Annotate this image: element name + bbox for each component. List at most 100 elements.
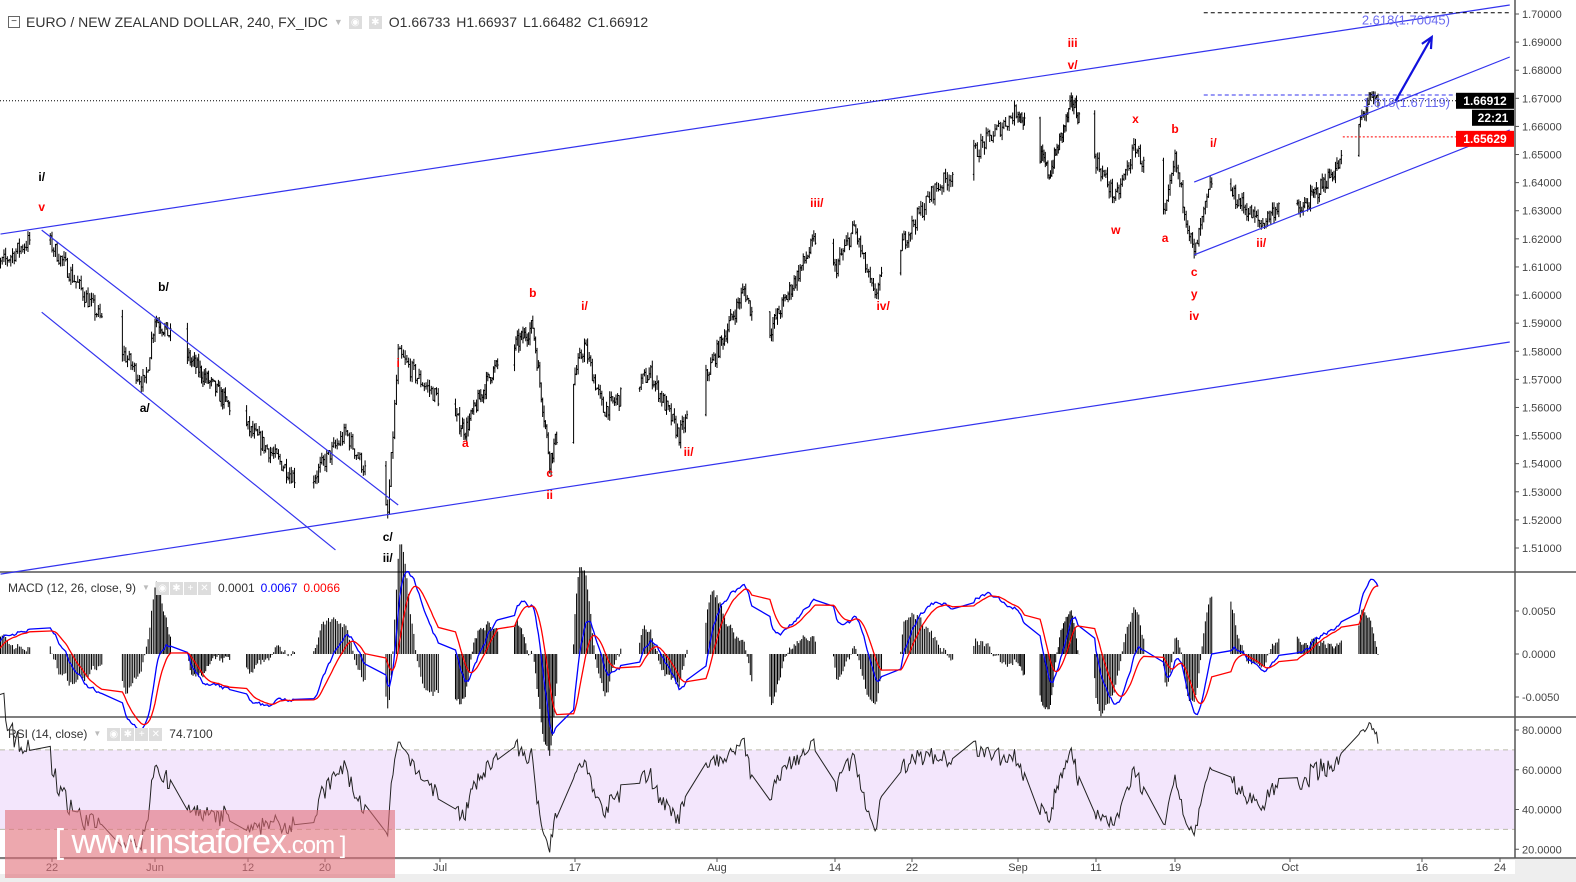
wave-label: x [1132,112,1139,126]
macd-tick-label: -0.0050 [1522,692,1559,704]
ohlc-bar [750,306,753,321]
countdown-tag [1472,109,1514,126]
countdown-tag-text: 22:21 [1478,111,1509,125]
fib-level-label: 2.618(1.70045) [1362,13,1450,28]
wave-label: b/ [158,280,169,294]
wave-label: v/ [1068,58,1079,72]
ohlc-bar [555,431,558,445]
price-tick-label: 1.60000 [1522,290,1562,302]
price-tick-label: 1.53000 [1522,487,1562,499]
eye-icon[interactable]: ◉ [107,728,121,741]
macd-title[interactable]: MACD (12, 26, close, 9) [8,580,137,595]
price-tick-label: 1.64000 [1522,178,1562,190]
wave-label: ii/ [383,551,394,565]
ohlc-open: O1.66733 [388,14,451,30]
rsi-value: 74.7100 [169,726,213,741]
macd-tick-label: 0.0000 [1522,649,1556,661]
price-tick-label: 1.54000 [1522,459,1562,471]
wave-label: b [1171,122,1178,136]
symbol-title[interactable]: EURO / NEW ZEALAND DOLLAR, 240, FX_IDC [26,14,328,30]
rsi-tick-label: 40.0000 [1522,805,1562,817]
price-tick-label: 1.66000 [1522,121,1562,133]
ohlc-low: L1.66482 [523,14,582,30]
macd-value: 0.0067 [260,580,298,595]
wave-label: i/ [38,170,45,184]
time-tick-label: 19 [1169,862,1181,874]
signal-value: 0.0066 [303,580,341,595]
macd-legend: MACD (12, 26, close, 9) ▼ ◉ ✱ + ✕ 0.0001 0.… [8,580,340,595]
price-tick-label: 1.56000 [1522,402,1562,414]
macd-hist-value: 0.0001 [217,580,255,595]
trendline [1193,56,1510,183]
ohlc-bar [1023,112,1026,126]
time-tick-label: Aug [707,862,727,874]
ohlc-bar [951,172,954,187]
close-icon[interactable]: ✕ [149,728,163,741]
price-tick-label: 1.63000 [1522,206,1562,218]
wave-label: iii/ [810,196,824,210]
fib-level-label: 1.618(1.67119) [1363,95,1450,110]
collapse-icon[interactable]: − [8,16,20,28]
time-tick-label: 24 [1494,862,1506,874]
wave-label: iv [1189,309,1199,323]
wave-label: b [529,286,536,300]
wave-label: w [1110,223,1121,237]
wave-label: ii/ [1256,236,1267,250]
eye-icon[interactable]: ◉ [155,582,169,595]
wave-label: c/ [383,530,394,544]
chevron-down-icon[interactable]: ▼ [142,583,150,592]
price-tick-label: 1.68000 [1522,65,1562,77]
chevron-down-icon[interactable]: ▼ [93,729,102,738]
ohlc-bar [28,231,31,245]
trendline [0,4,1510,235]
price-tick-label: 1.62000 [1522,234,1562,246]
ohlc-bar [1142,156,1145,173]
arrow-head-icon [1421,34,1433,50]
wave-label: v [38,200,45,214]
gear-icon[interactable]: ✱ [121,728,135,741]
wave-label: ii [546,488,553,502]
ohlc-bar [293,467,296,489]
chevron-down-icon[interactable]: ▼ [333,17,343,27]
wave-label: y [1191,287,1198,301]
ohlc-bar [686,410,689,420]
last-price-tag-text: 1.66912 [1463,94,1507,108]
rsi-tick-label: 80.0000 [1522,725,1562,737]
wave-label: a [1162,231,1169,245]
trendline [41,229,399,506]
time-tick-label: 16 [1416,862,1428,874]
wave-label: iii [1068,36,1078,50]
ohlc-bar [496,358,499,370]
ohlc-bar [1210,177,1213,188]
last-price-tag [1456,92,1514,109]
macd-tick-label: 0.0050 [1522,606,1556,618]
wave-label: c [1191,265,1198,279]
rsi-title[interactable]: RSI (14, close) [8,726,88,741]
wave-label: i [397,356,400,370]
gear-icon[interactable]: ✱ [169,582,183,595]
ohlc-bar [619,387,622,407]
macd-histogram [0,544,1379,756]
time-tick-label: 17 [569,862,581,874]
plus-icon[interactable]: + [135,728,149,741]
wave-label: ii/ [684,445,695,459]
ohlc-bar [1340,149,1343,165]
close-icon[interactable]: ✕ [197,582,211,595]
rsi-tick-label: 60.0000 [1522,765,1562,777]
eye-icon[interactable]: ◉ [348,15,362,29]
time-tick-label: 22 [906,862,918,874]
time-tick-label: 14 [829,862,841,874]
price-tick-label: 1.70000 [1522,9,1562,21]
trendline [41,311,336,551]
plus-icon[interactable]: + [183,582,197,595]
time-tick-label: Jul [433,862,447,874]
ohlc-bar [1078,111,1081,124]
price-tick-label: 1.57000 [1522,374,1562,386]
instaforex-watermark: [ www.instaforex.com ] [5,810,395,878]
price-tick-label: 1.51000 [1522,543,1562,555]
wave-label: c [546,466,553,480]
price-tick-label: 1.59000 [1522,318,1562,330]
price-tick-label: 1.65000 [1522,150,1562,162]
gear-icon[interactable]: ✱ [368,15,382,29]
